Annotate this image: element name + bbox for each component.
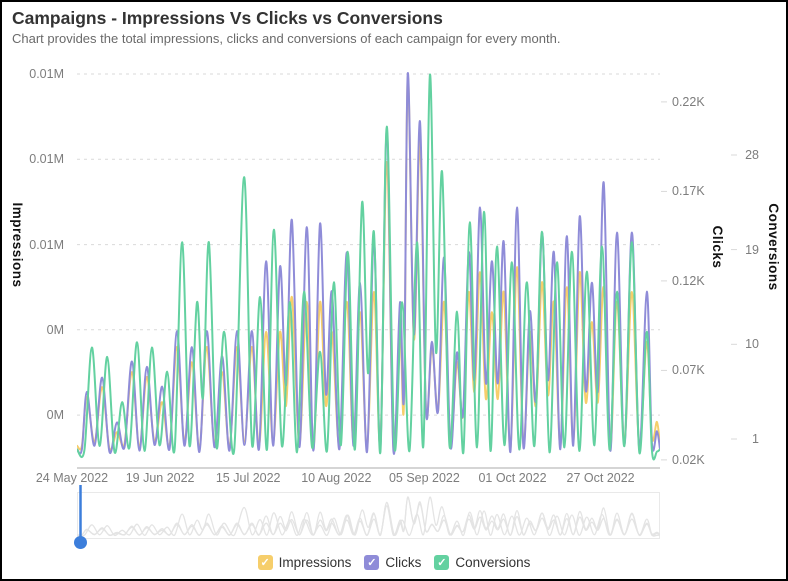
- series-line-clicks[interactable]: [77, 72, 660, 455]
- legend-item-conversions[interactable]: ✓ Conversions: [434, 554, 531, 570]
- legend-item-clicks[interactable]: ✓ Clicks: [364, 554, 422, 570]
- navigator-slider-handle[interactable]: [74, 536, 87, 549]
- page-title: Campaigns - Impressions Vs Clicks vs Con…: [12, 8, 443, 28]
- impressions-tick-label: 0M: [46, 408, 64, 423]
- x-axis-label: 19 Jun 2022: [125, 471, 195, 485]
- clicks-tick-label: 0.17K: [672, 184, 705, 199]
- x-axis-label: 01 Oct 2022: [478, 471, 547, 485]
- clicks-axis-title: Clicks: [710, 225, 725, 269]
- conversions-tick-label: 19: [745, 242, 759, 257]
- conversions-tick-label: 1: [752, 431, 759, 446]
- clicks-tick-label: 0.12K: [672, 273, 705, 288]
- conversions-axis-title: Conversions: [766, 203, 781, 291]
- impressions-tick-label: 0.01M: [29, 67, 64, 81]
- range-navigator[interactable]: [77, 492, 660, 539]
- impressions-tick-label: 0.01M: [29, 237, 64, 252]
- conversions-tick-label: 28: [745, 147, 759, 162]
- impressions-axis-title: Impressions: [10, 202, 25, 288]
- x-axis-label: 10 Aug 2022: [301, 471, 372, 485]
- legend-check-icon: ✓: [364, 554, 380, 570]
- legend-check-icon: ✓: [257, 554, 273, 570]
- legend-label: Clicks: [385, 554, 422, 570]
- legend: ✓ Impressions ✓ Clicks ✓ Conversions: [2, 550, 786, 574]
- x-axis-label: 05 Sep 2022: [388, 471, 460, 485]
- chart-subtitle: Chart provides the total impressions, cl…: [12, 31, 561, 46]
- x-axis-label: 27 Oct 2022: [566, 471, 635, 485]
- legend-item-impressions[interactable]: ✓ Impressions: [257, 554, 352, 570]
- navigator-series-preview: [77, 496, 660, 537]
- series-line-conversions[interactable]: [77, 74, 660, 461]
- impressions-tick-label: 0M: [46, 322, 64, 337]
- legend-check-icon: ✓: [434, 554, 450, 570]
- conversions-tick-label: 10: [745, 337, 759, 352]
- clicks-tick-label: 0.22K: [672, 94, 705, 109]
- clicks-tick-label: 0.02K: [672, 452, 705, 467]
- impressions-tick-label: 0.01M: [29, 152, 64, 167]
- clicks-tick-label: 0.07K: [672, 363, 705, 378]
- x-axis-label: 24 May 2022: [35, 471, 109, 485]
- x-axis-label: 15 Jul 2022: [215, 471, 281, 485]
- legend-label: Impressions: [278, 554, 352, 570]
- legend-label: Conversions: [455, 554, 531, 570]
